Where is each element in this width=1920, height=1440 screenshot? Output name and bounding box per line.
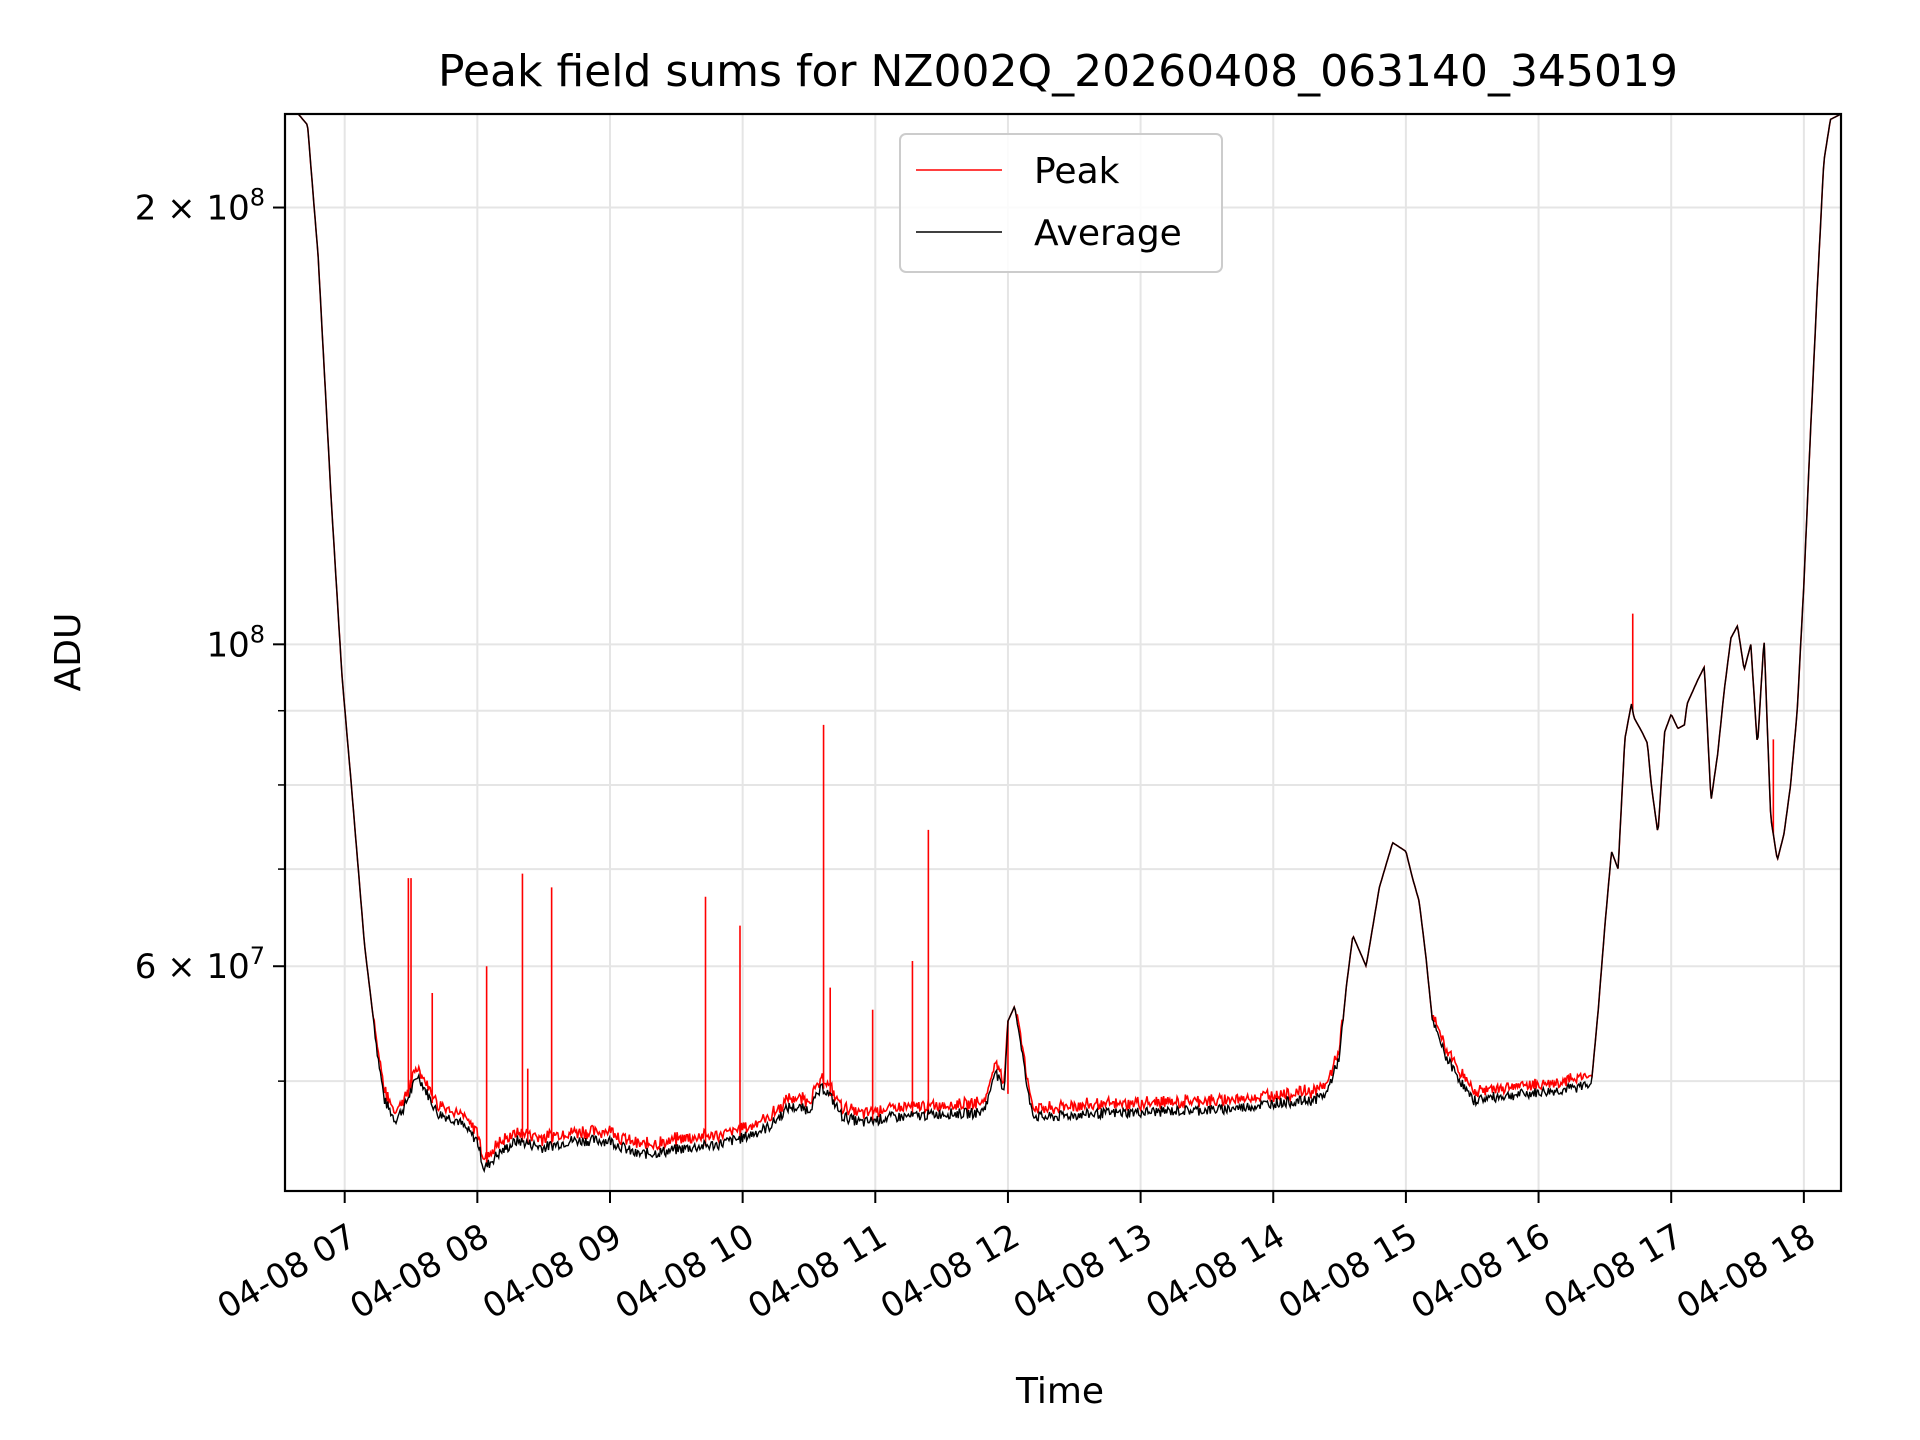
legend-label-average: Average [1034, 213, 1182, 254]
x-axis-label: Time [1015, 1371, 1104, 1412]
legend-box [899, 133, 1223, 273]
y-axis-ticks: 2 × 108 108 6 × 107 [135, 184, 285, 1082]
series-line-peak [285, 113, 1842, 1161]
y-tick-label: 108 [206, 620, 265, 665]
y-tick-label: 2 × 108 [135, 184, 265, 229]
y-tick-label: 6 × 107 [135, 942, 265, 987]
legend-label-peak: Peak [1034, 151, 1120, 192]
legend: Peak Average [899, 133, 1223, 273]
plot-series [285, 113, 1842, 1174]
y-axis-label: ADU [48, 613, 89, 692]
plot-frame [283, 112, 1843, 1193]
grid [285, 114, 1841, 1191]
series-line-average [285, 113, 1842, 1174]
chart-title: Peak field sums for NZ002Q_20260408_0631… [438, 46, 1678, 97]
